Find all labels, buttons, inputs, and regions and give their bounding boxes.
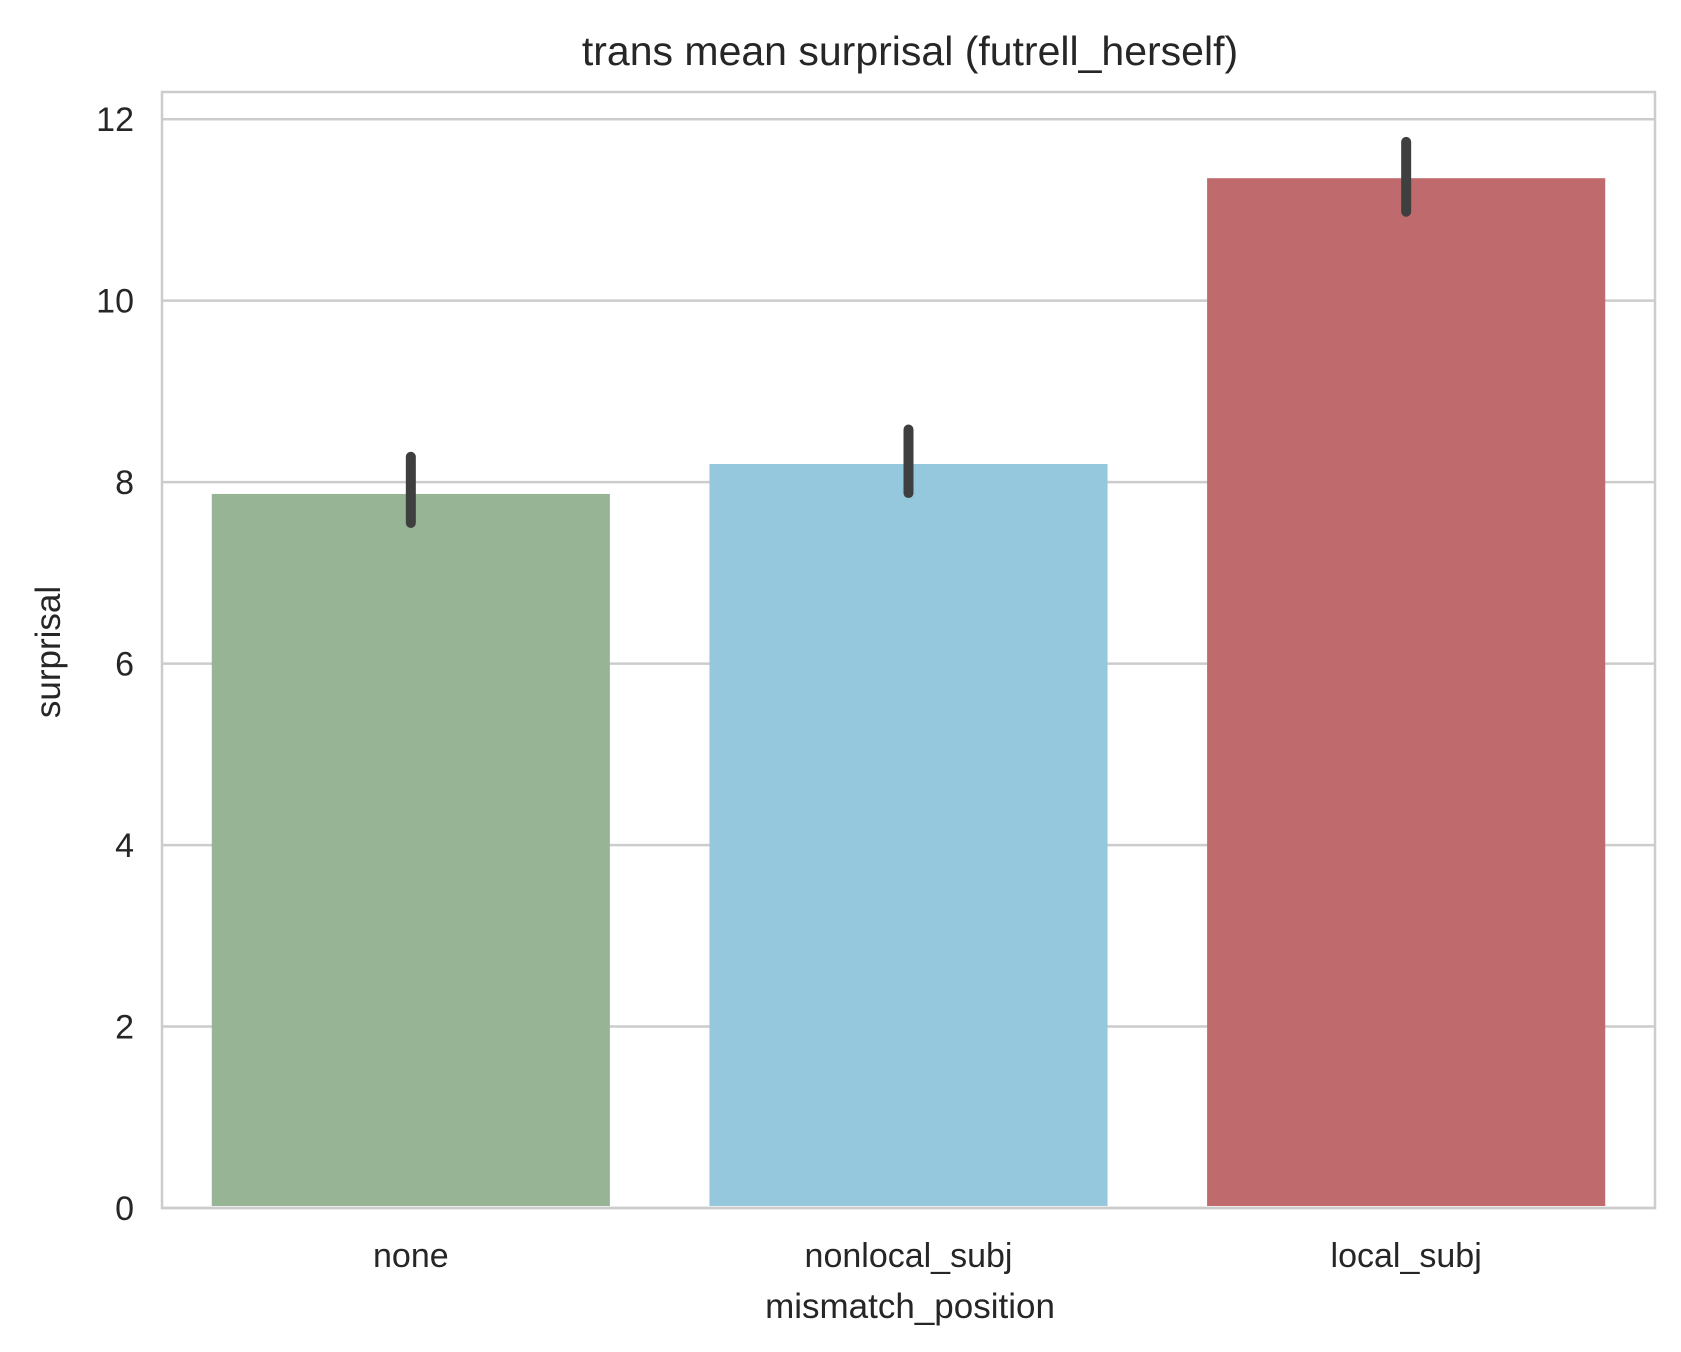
bar-local_subj — [1207, 178, 1606, 1207]
y-tick-label: 8 — [115, 464, 134, 502]
y-tick-label: 0 — [115, 1190, 134, 1228]
y-tick-label: 10 — [96, 283, 134, 321]
x-tick-label: nonlocal_subj — [805, 1237, 1013, 1275]
x-tick-labels: none nonlocal_subj local_subj — [373, 1237, 1482, 1275]
bars — [211, 178, 1606, 1207]
plot-frame — [160, 90, 1657, 1210]
x-tick-label: local_subj — [1331, 1237, 1482, 1275]
y-tick-labels: 0 2 4 6 8 10 12 — [96, 101, 134, 1228]
y-tick-label: 4 — [115, 827, 134, 865]
y-tick-label: 6 — [115, 646, 134, 684]
y-tick-label: 12 — [96, 101, 134, 139]
y-tick-label: 2 — [115, 1009, 134, 1047]
bar-nonlocal_subj — [709, 464, 1108, 1206]
x-axis-label: mismatch_position — [765, 1287, 1055, 1326]
chart-title: trans mean surprisal (futrell_herself) — [582, 28, 1238, 74]
y-axis-label: surprisal — [29, 586, 68, 718]
x-tick-label: none — [373, 1237, 449, 1275]
bar-none — [211, 493, 610, 1206]
error-bars — [405, 136, 1412, 528]
